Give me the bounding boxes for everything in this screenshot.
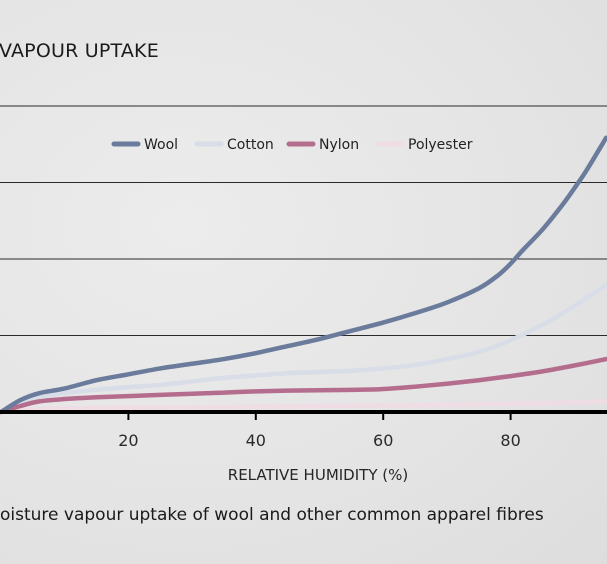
legend-label-nylon: Nylon: [319, 137, 359, 153]
legend-item-polyester: Polyester: [375, 137, 473, 153]
chart-plot: 20 40 60 80 Wool Cotton Nylon Polyester RELATI…: [0, 105, 607, 484]
x-tick-label-20: 20: [118, 431, 138, 450]
legend-item-nylon: Nylon: [286, 137, 359, 153]
legend-label-wool: Wool: [144, 137, 178, 153]
series-lines: [0, 135, 607, 415]
series-line-nylon: [0, 356, 607, 415]
x-axis: 20 40 60 80: [0, 410, 607, 450]
chart-caption: oisture vapour uptake of wool and other …: [0, 505, 544, 525]
legend-item-wool: Wool: [111, 137, 178, 153]
legend: Wool Cotton Nylon Polyester: [111, 137, 473, 153]
x-tick-label-80: 80: [500, 431, 520, 450]
legend-label-cotton: Cotton: [227, 137, 274, 153]
gridlines: [0, 105, 607, 336]
series-line-wool: [0, 135, 607, 415]
legend-label-polyester: Polyester: [408, 137, 473, 153]
x-tick-label-40: 40: [246, 431, 266, 450]
x-tick-label-60: 60: [373, 431, 393, 450]
legend-item-cotton: Cotton: [194, 137, 274, 153]
series-line-polyester: [0, 399, 607, 415]
chart-title: VAPOUR UPTAKE: [0, 40, 159, 62]
x-axis-label: RELATIVE HUMIDITY (%): [228, 466, 408, 484]
series-line-cotton: [0, 282, 607, 415]
